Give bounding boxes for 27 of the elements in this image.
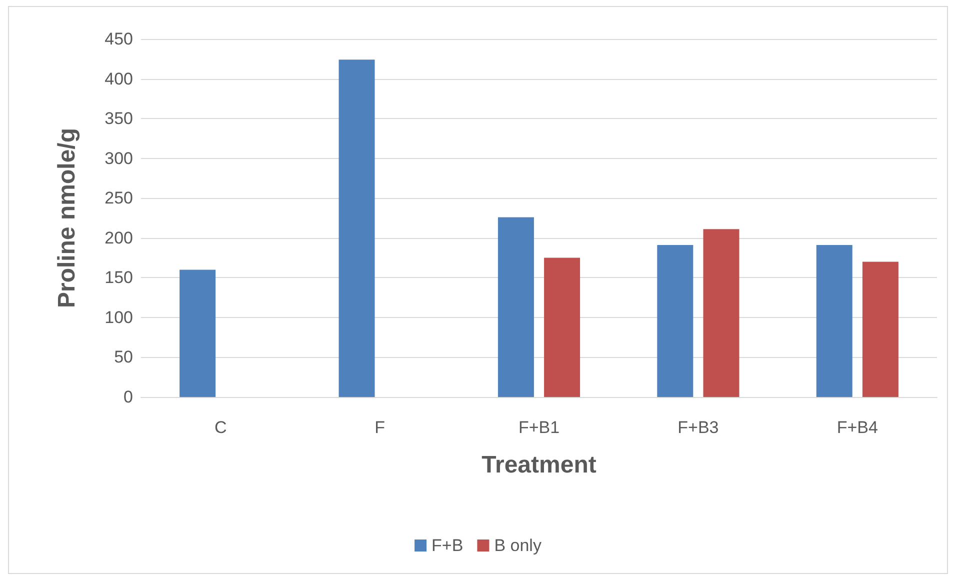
bar [816, 245, 852, 397]
bar [657, 245, 694, 397]
y-axis-title: Proline nmole/g [54, 128, 80, 308]
y-tick-label: 50 [114, 348, 133, 367]
y-tick-label: 150 [104, 268, 133, 288]
y-tick-label: 300 [104, 148, 133, 168]
legend-label: B only [494, 536, 542, 555]
y-tick-label: 200 [104, 228, 133, 248]
bar [498, 217, 534, 397]
bar [180, 270, 216, 397]
y-tick-label: 250 [104, 188, 133, 208]
x-tick-label: C [214, 418, 227, 437]
legend-label: F+B [432, 536, 464, 555]
y-tick-label: 400 [104, 69, 133, 88]
x-axis-title: Treatment [482, 452, 596, 478]
y-tick-label: 100 [104, 308, 133, 327]
y-tick-label: 450 [104, 30, 133, 48]
x-tick-label: F+B4 [836, 418, 878, 437]
x-tick-label: F [374, 418, 385, 437]
y-tick-label: 0 [124, 388, 133, 406]
bar [544, 258, 580, 397]
y-tick-label: 350 [104, 109, 133, 128]
x-tick-label: F+B3 [678, 418, 719, 437]
bar [338, 60, 375, 397]
bar [862, 262, 898, 397]
x-tick-label: F+B1 [518, 418, 560, 437]
bar [703, 229, 740, 397]
